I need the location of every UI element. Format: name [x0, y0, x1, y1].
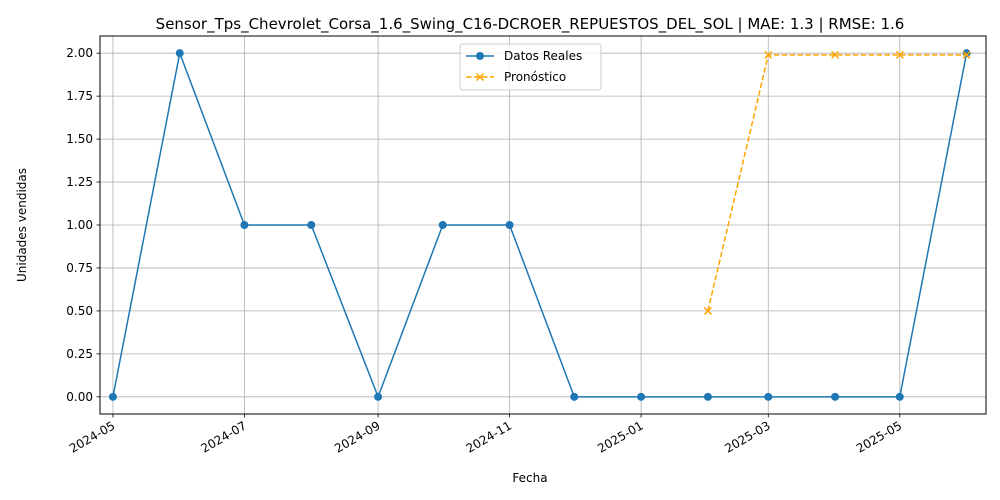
- data-point-datos-reales: [962, 49, 971, 58]
- y-tick-label: 0.00: [66, 390, 93, 404]
- data-point-datos-reales: [438, 221, 447, 229]
- y-tick-label: 2.00: [66, 46, 93, 60]
- y-tick-label: 0.25: [66, 347, 93, 361]
- legend-marker-reales: [476, 52, 484, 60]
- data-point-datos-reales: [831, 392, 840, 401]
- x-tick-label: 2025-05: [854, 418, 904, 455]
- series-line-datos-reales: [112, 52, 968, 398]
- x-axis: 2024-05 2024-07 2024-09 2024-11 2025-01 2025-…: [67, 414, 904, 456]
- data-point-datos-reales: [764, 392, 773, 401]
- data-point-datos-reales: [374, 392, 383, 401]
- y-tick-label: 0.50: [66, 304, 93, 318]
- y-tick-label: 1.25: [66, 175, 93, 189]
- x-tick-label: 2024-11: [464, 418, 514, 455]
- legend-marker-pronostico: [475, 72, 485, 82]
- data-point-pronostico: [831, 50, 840, 59]
- legend-label-pronostico: Pronóstico: [504, 70, 566, 84]
- data-point-datos-reales: [895, 392, 904, 401]
- data-point-datos-reales: [108, 392, 117, 401]
- series-line-pronostico: [707, 54, 967, 312]
- legend-box: [459, 43, 602, 91]
- x-tick-label: 2025-03: [722, 418, 772, 455]
- grid-lines: [100, 36, 986, 414]
- y-tick-label: 1.75: [66, 89, 93, 103]
- x-tick-label: 2024-05: [67, 418, 117, 455]
- y-tick-label: 0.75: [66, 261, 93, 275]
- x-tick-label: 2024-07: [199, 418, 249, 455]
- legend-label-reales: Datos Reales: [504, 49, 582, 63]
- series-pronostico: [703, 50, 971, 315]
- y-axis-label: Unidades vendidas: [15, 168, 29, 282]
- y-tick-label: 1.00: [66, 218, 93, 232]
- y-axis: 0.00 0.25 0.50 0.75 1.00 1.25 1.50 1.75 2.00: [66, 46, 100, 404]
- data-point-datos-reales: [637, 392, 646, 401]
- x-axis-label: Fecha: [512, 471, 547, 485]
- x-tick-label: 2025-01: [595, 418, 645, 455]
- series-datos-reales: [108, 49, 971, 401]
- data-point-pronostico: [764, 50, 773, 59]
- data-point-pronostico: [703, 306, 712, 315]
- data-point-pronostico: [895, 50, 904, 59]
- y-tick-label: 1.50: [66, 132, 93, 146]
- series-layer: [108, 49, 971, 401]
- data-point-datos-reales: [240, 221, 249, 229]
- data-point-datos-reales: [570, 392, 579, 401]
- chart-title: Sensor_Tps_Chevrolet_Corsa_1.6_Swing_C16…: [156, 15, 905, 34]
- data-point-datos-reales: [175, 49, 184, 58]
- data-point-datos-reales: [703, 392, 712, 401]
- data-point-datos-reales: [505, 221, 514, 229]
- legend: Datos Reales Pronóstico: [459, 43, 602, 91]
- data-point-pronostico: [962, 50, 971, 59]
- data-point-datos-reales: [307, 221, 316, 229]
- x-tick-label: 2024-09: [332, 418, 382, 455]
